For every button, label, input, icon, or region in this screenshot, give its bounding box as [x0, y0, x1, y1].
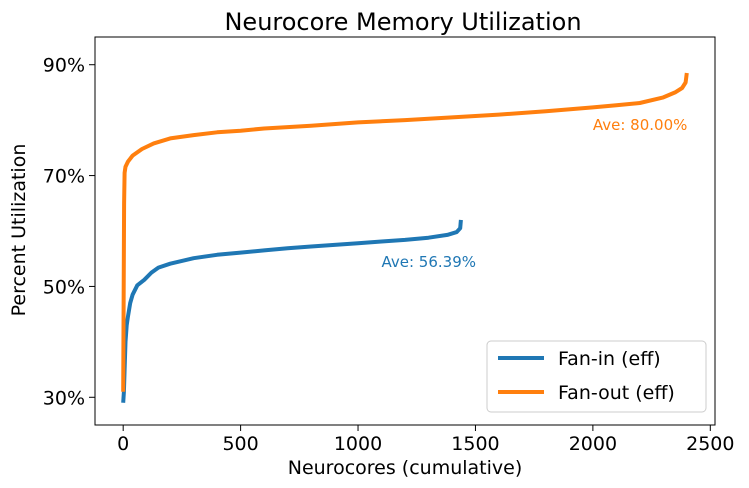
series-line-0: [121, 219, 463, 403]
x-tick-label: 1500: [451, 433, 499, 455]
ticks-layer: 0 500 1000 1500 2000 2500 30% 50% 70% 90%: [43, 55, 735, 455]
x-tick-label: 0: [117, 433, 129, 455]
average-annotation: Ave: 56.39%: [382, 253, 477, 271]
y-tick-label: 70%: [43, 166, 85, 188]
y-tick-label: 50%: [43, 276, 85, 298]
series-line-1: [121, 72, 689, 392]
x-tick-label: 2000: [569, 433, 617, 455]
x-tick-label: 2500: [686, 433, 734, 455]
legend-label-fan-out: Fan-out (eff): [558, 382, 675, 404]
legend-label-fan-in: Fan-in (eff): [558, 348, 661, 370]
x-tick-label: 500: [222, 433, 258, 455]
plot-frame: [94, 36, 716, 426]
y-tick-label: 30%: [43, 387, 85, 409]
annotation-layer: Ave: 56.39% Ave: 80.00%: [382, 116, 688, 271]
y-tick-label: 90%: [43, 55, 85, 77]
legend: Fan-in (eff) Fan-out (eff): [486, 340, 707, 413]
average-annotation: Ave: 80.00%: [593, 116, 688, 134]
series-layer: [121, 72, 689, 403]
x-tick-label: 1000: [334, 433, 382, 455]
x-axis-label: Neurocores (cumulative): [288, 457, 523, 479]
y-axis-label: Percent Utilization: [8, 144, 30, 317]
chart-title: Neurocore Memory Utilization: [224, 8, 581, 36]
